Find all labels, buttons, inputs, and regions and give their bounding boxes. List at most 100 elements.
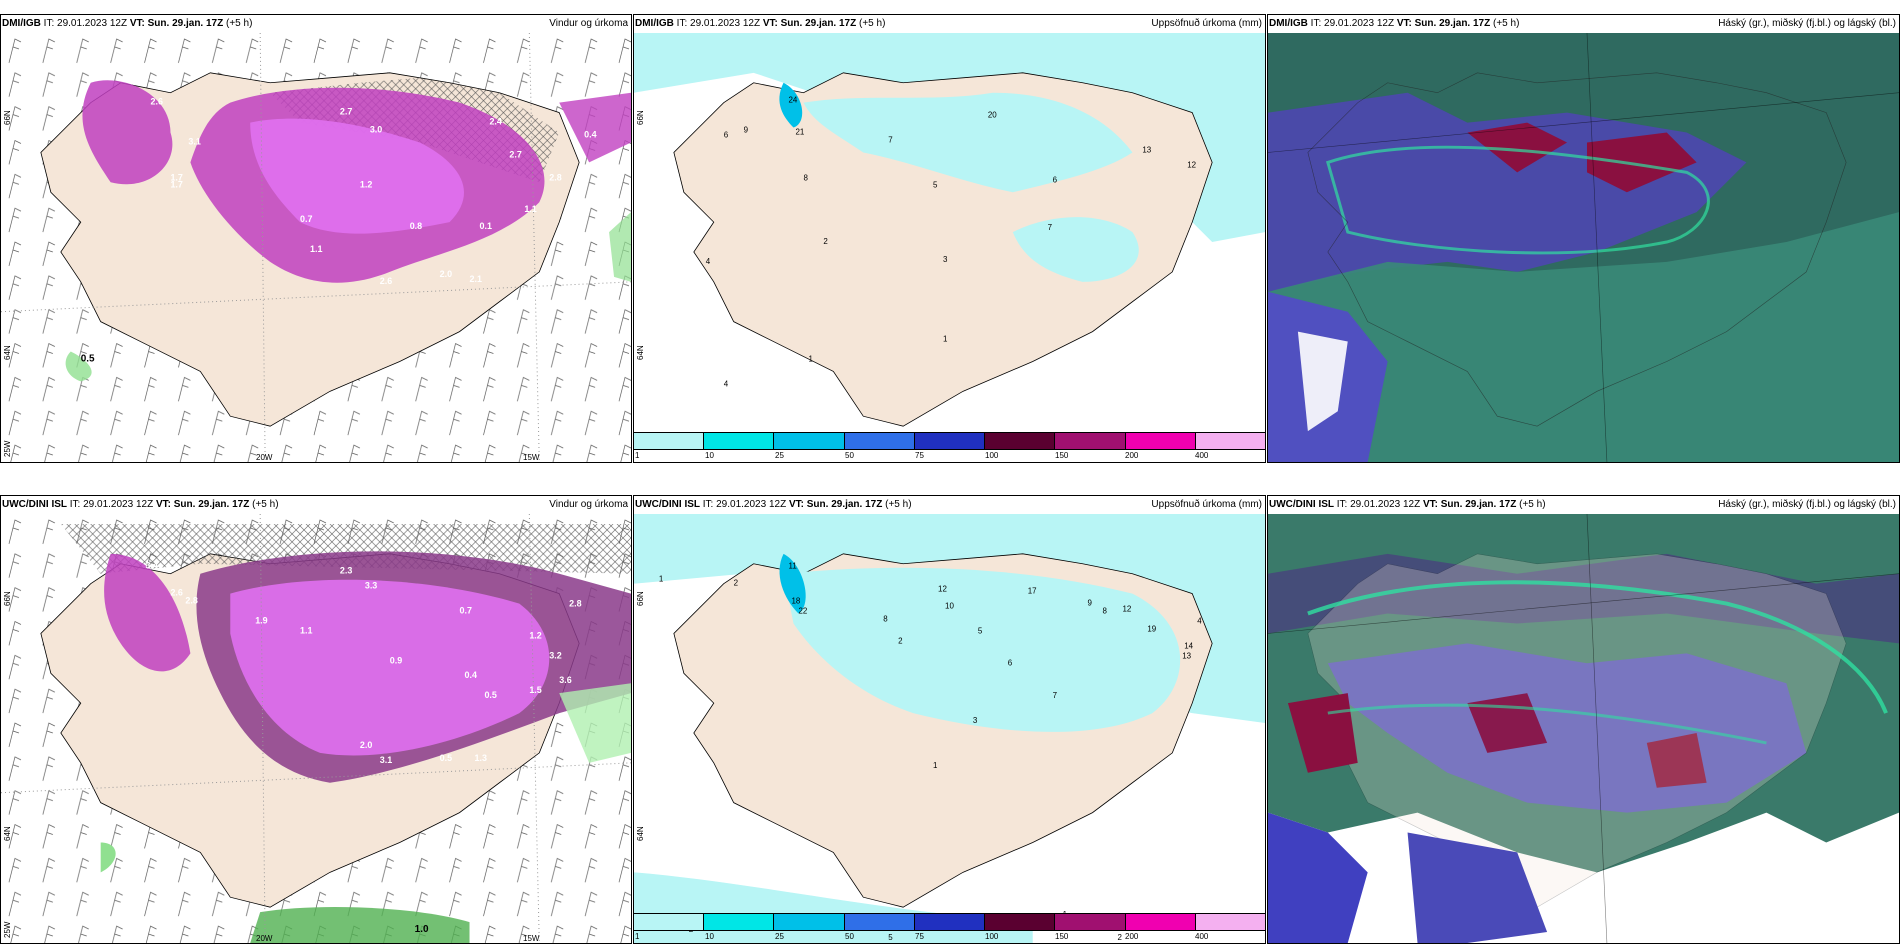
map-value: 2 — [898, 636, 903, 645]
valid-time: Sun. 29.jan. 17Z — [173, 499, 250, 510]
panel-header: UWC/DINI ISL IT: 29.01.2023 12Z VT: Sun.… — [1268, 496, 1899, 514]
lat-label: 66N — [3, 110, 12, 125]
lat-label: 66N — [636, 591, 645, 606]
lat-label: 64N — [636, 345, 645, 360]
panel-title: Vindur og úrkoma — [549, 499, 628, 510]
legend-label: 150 — [1055, 932, 1069, 941]
legend-swatch — [985, 914, 1056, 930]
legend-label: 75 — [915, 932, 924, 941]
legend-swatch — [844, 433, 915, 449]
legend-label: 1 — [635, 451, 640, 460]
forecast-offset: (+5 h) — [1519, 499, 1546, 510]
lat-label: 64N — [636, 826, 645, 841]
valid-time-label: VT: — [1396, 18, 1412, 29]
legend-swatch — [985, 433, 1056, 449]
valid-time-label: VT: — [788, 499, 804, 510]
map-value: 2.6 — [380, 276, 392, 286]
init-time: IT: 29.01.2023 12Z — [1310, 18, 1395, 29]
map-value: 3.1 — [188, 136, 200, 146]
map-value: 13 — [1182, 651, 1191, 660]
precip-legend: 1 10 25 50 75 100 150 200 400 — [634, 432, 1265, 462]
map-value: 22 — [798, 607, 807, 616]
panel-header: DMI/IGB IT: 29.01.2023 12Z VT: Sun. 29.j… — [1268, 15, 1899, 33]
legend-colorbar — [634, 432, 1265, 450]
map-value: 0.4 — [584, 130, 596, 140]
map-value: 1 — [659, 575, 664, 584]
legend-label: 400 — [1195, 451, 1209, 460]
map-value: 0.4 — [465, 670, 477, 680]
cloud-cover-map — [1268, 514, 1899, 943]
map-value: 12 — [1187, 160, 1196, 169]
map-value: 1 — [943, 335, 948, 344]
map-value: 2 — [1117, 933, 1122, 942]
map-value: 5 — [933, 180, 938, 189]
map-value: 8 — [803, 173, 808, 182]
model-name: UWC/DINI ISL — [1269, 499, 1334, 510]
map-value: 14 — [1184, 641, 1193, 650]
map-value: 2.8 — [569, 599, 581, 609]
legend-swatch — [1195, 914, 1265, 930]
panel-title: Háský (gr.), miðský (fj.bl.) og lágský (… — [1718, 18, 1896, 29]
map-value: 3.4 — [146, 561, 158, 571]
map-value: 24 — [789, 96, 798, 105]
legend-label: 200 — [1125, 451, 1139, 460]
map-value: 18 — [792, 597, 801, 606]
map-value: 13 — [1142, 145, 1151, 154]
map-value: 2.8 — [549, 172, 561, 182]
map-value: 0.8 — [410, 221, 422, 231]
panel-cloud-uwc: UWC/DINI ISL IT: 29.01.2023 12Z VT: Sun.… — [1267, 495, 1900, 944]
valid-time-label: VT: — [762, 18, 778, 29]
lon-label: 20W — [256, 934, 273, 943]
legend-swatch — [1125, 914, 1196, 930]
map-value: 6 — [724, 131, 729, 140]
init-time: IT: 29.01.2023 12Z — [676, 18, 761, 29]
panel-wind-dmi: DMI/IGB IT: 29.01.2023 12Z VT: Sun. 29.j… — [0, 14, 632, 463]
map-value: 12 — [1122, 605, 1131, 614]
map-value: 17 — [1028, 587, 1037, 596]
map-value: 0.5 — [484, 690, 496, 700]
panel-cloud-dmi: DMI/IGB IT: 29.01.2023 12Z VT: Sun. 29.j… — [1267, 14, 1900, 463]
map-value: 0.1 — [479, 221, 491, 231]
map-value: 3 — [943, 255, 948, 264]
map-value: 3.2 — [549, 650, 561, 660]
map-value: 2 — [734, 579, 739, 588]
map-value: 7 — [888, 135, 893, 144]
legend-swatch — [1055, 914, 1126, 930]
map-value: 2.6 — [151, 97, 163, 107]
legend-swatch — [704, 433, 775, 449]
legend-label: 25 — [775, 932, 784, 941]
map-value: 2.1 — [470, 274, 482, 284]
map-value: 0.5 — [81, 353, 95, 364]
forecast-offset: (+5 h) — [252, 499, 279, 510]
map-value: 0.7 — [300, 214, 312, 224]
map-value: 9 — [744, 126, 749, 135]
map-value: 4 — [724, 379, 729, 388]
map-value: 1.3 — [474, 753, 486, 763]
map-value: 3.0 — [370, 125, 382, 135]
map-value: 1.1 — [300, 625, 312, 635]
wind-precip-map: 3.4 2.8 2.6 1.9 2.3 3.3 0.4 1.1 0.7 0.5 … — [1, 514, 631, 943]
legend-label: 100 — [985, 451, 999, 460]
legend-label: 10 — [705, 451, 714, 460]
map-value: 3.6 — [559, 675, 571, 685]
map-value: 0.7 — [460, 606, 472, 616]
legend-swatch — [1125, 433, 1196, 449]
map-value: 3.3 — [365, 581, 377, 591]
map-value: 2.7 — [509, 149, 521, 159]
legend-label: 200 — [1125, 932, 1139, 941]
valid-time: Sun. 29.jan. 17Z — [1414, 18, 1491, 29]
panel-wind-uwc: UWC/DINI ISL IT: 29.01.2023 12Z VT: Sun.… — [0, 495, 632, 944]
legend-label: 10 — [705, 932, 714, 941]
map-value: 2.7 — [340, 107, 352, 117]
legend-label: 400 — [1195, 932, 1209, 941]
map-value: 5 — [978, 626, 983, 635]
panel-accum-dmi: DMI/IGB IT: 29.01.2023 12Z VT: Sun. 29.j… — [633, 14, 1266, 463]
map-value: 2.0 — [360, 740, 372, 750]
legend-swatch — [844, 914, 915, 930]
model-name: UWC/DINI ISL — [635, 499, 700, 510]
map-value: 1.1 — [524, 204, 536, 214]
legend-label: 25 — [775, 451, 784, 460]
forecast-offset: (+5 h) — [1493, 18, 1520, 29]
map-value: 6 — [1053, 175, 1058, 184]
panel-title: Uppsöfnuð úrkoma (mm) — [1151, 499, 1262, 510]
